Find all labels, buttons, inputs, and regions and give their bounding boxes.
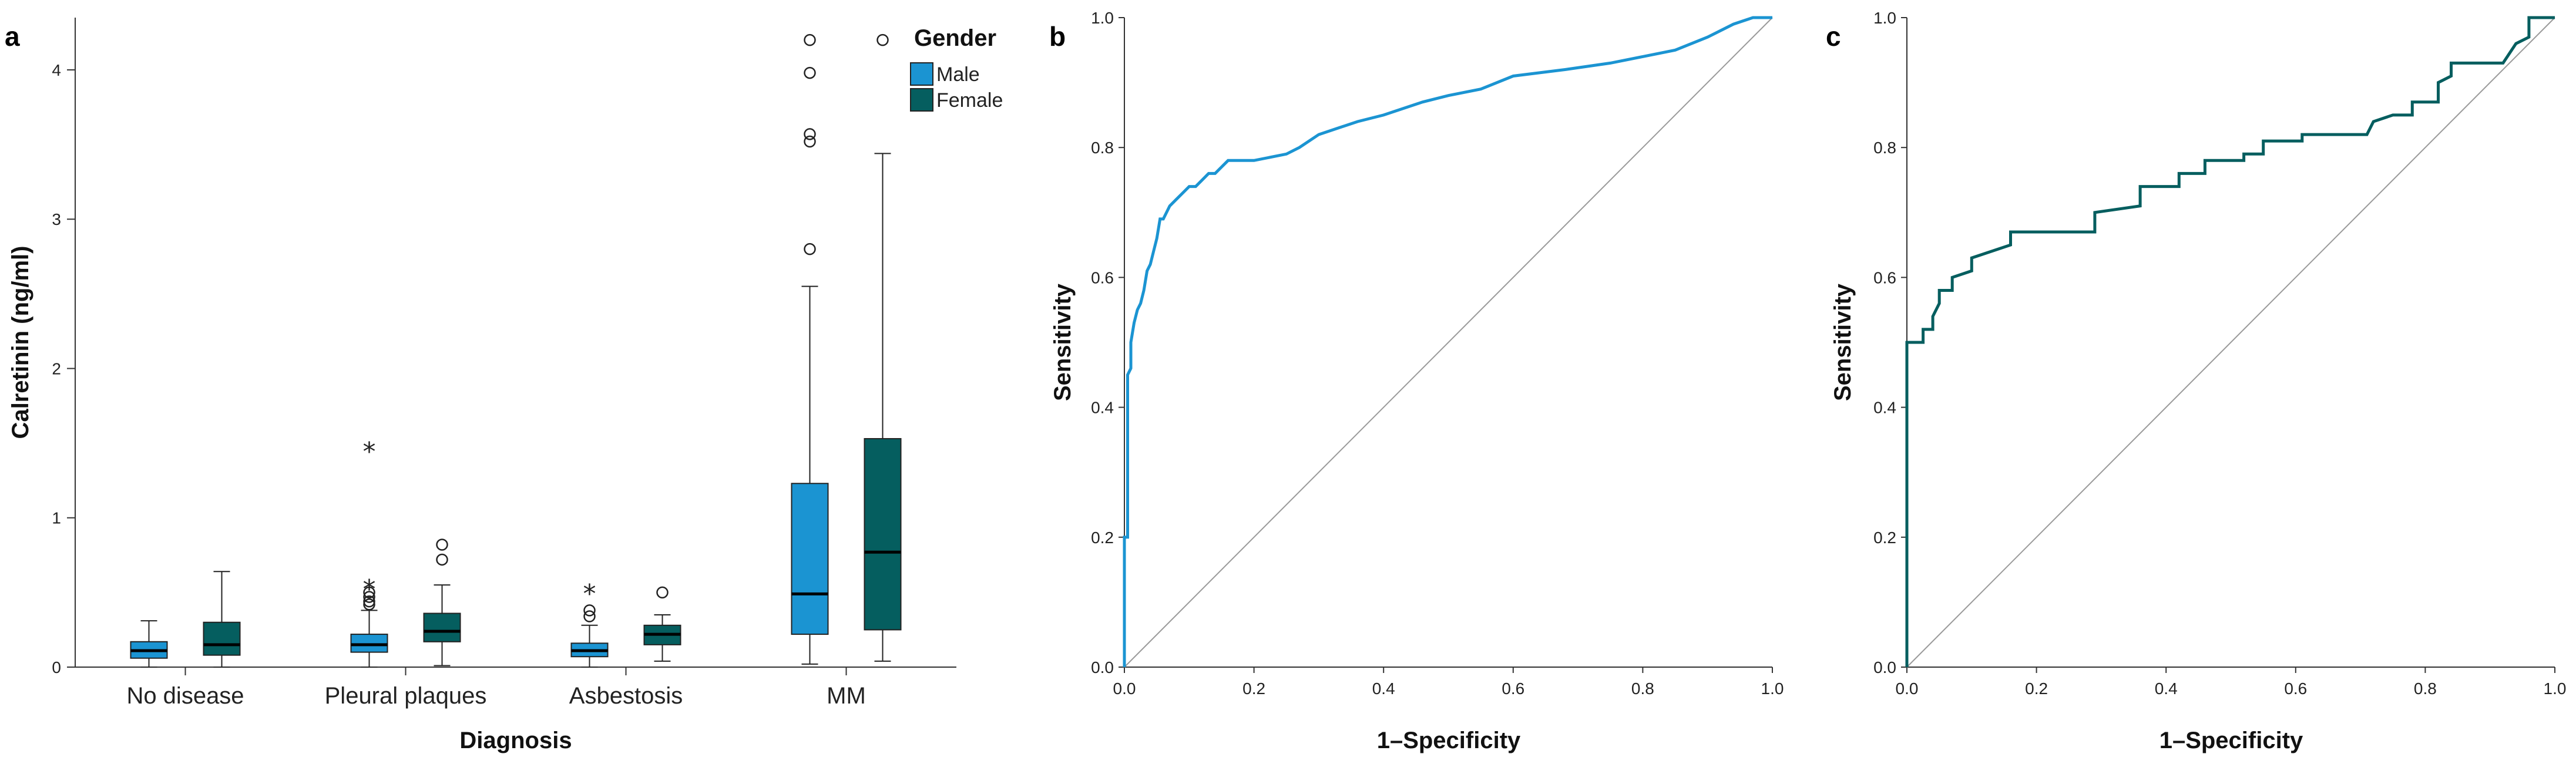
extreme-point: * [583, 579, 596, 609]
outlier-point [583, 610, 596, 622]
outlier-point [363, 595, 375, 608]
x-tick-label: 0.0 [1896, 679, 1919, 698]
box-female-mm [864, 33, 902, 662]
y-tick-label: 0.2 [1873, 529, 1896, 547]
y-tick-label: 0.6 [1091, 268, 1114, 287]
y-tick-label: 3 [52, 210, 61, 228]
y-tick-label: 2 [52, 359, 61, 378]
panel-b-letter: b [1049, 21, 1066, 52]
outlier-point [876, 33, 889, 46]
box-iqr [203, 621, 241, 656]
y-tick-label: 0 [52, 658, 61, 677]
outlier-point [583, 604, 596, 617]
category-label: Asbestosis [569, 683, 683, 709]
reference-diagonal [1124, 17, 1773, 668]
y-tick-label: 0.2 [1091, 529, 1114, 547]
y-tick-label: 0.8 [1091, 139, 1114, 157]
roc-curve [1123, 16, 1772, 667]
outlier-point [363, 591, 375, 603]
category-label: Pleural plaques [325, 683, 487, 709]
x-tick-label: 0.6 [1502, 679, 1524, 698]
x-tick-label: 1.0 [1761, 679, 1784, 698]
x-tick-label: 0.4 [1372, 679, 1395, 698]
outlier-point [363, 586, 375, 599]
roc-curve [1905, 16, 2555, 667]
panel-a-letter: a [5, 21, 20, 52]
outlier-point [436, 553, 448, 566]
x-tick-label: 0.6 [2284, 679, 2307, 698]
y-tick-label: 0.0 [1091, 658, 1114, 677]
panel-b: 0.0 0.2 0.4 0.6 0.8 1.0 0.0 0.2 0.4 0.6 0.8 1.0 1–S… [1050, 9, 1784, 753]
outlier-point [804, 243, 816, 255]
outlier-point [436, 538, 448, 551]
box-male-mm [791, 33, 829, 665]
box-iqr [864, 437, 902, 631]
y-tick-label: 0.0 [1873, 658, 1896, 677]
x-tick-label: 0.0 [1113, 679, 1136, 698]
outlier-point [804, 33, 816, 46]
panel-a: 0 1 2 3 4 No disease Pleural plaques Asbestosi… [8, 18, 1003, 753]
panel-c-letter: c [1826, 21, 1841, 52]
x-axis-label: Diagnosis [459, 728, 572, 753]
y-tick-label: 0.4 [1091, 399, 1114, 417]
outlier-point [804, 66, 816, 79]
y-tick-label: 0.4 [1873, 399, 1896, 417]
x-tick-label: 1.0 [2544, 679, 2567, 698]
x-tick-label: 0.4 [2155, 679, 2178, 698]
outlier-point [804, 135, 816, 148]
y-tick-label: 0.8 [1873, 139, 1896, 157]
box-iqr [350, 634, 388, 653]
box-iqr [791, 483, 829, 635]
y-axis-label: Sensitivity [1830, 283, 1856, 401]
legend-label-male: Male [936, 63, 980, 86]
box-female-asbestosis [643, 586, 681, 662]
box-female-pleural-plaques [423, 538, 461, 667]
box-male-asbestosis: * [570, 579, 609, 668]
y-tick-label: 1 [52, 509, 61, 527]
y-axis-label: Calretinin (ng/ml) [8, 246, 33, 439]
y-tick-label: 0.6 [1873, 268, 1896, 287]
x-tick-label: 0.8 [1631, 679, 1654, 698]
x-tick-label: 0.8 [2414, 679, 2437, 698]
legend-title: Gender [914, 25, 996, 51]
legend-swatch-male [910, 62, 933, 86]
extreme-point: * [363, 437, 376, 467]
box-female-no-disease [203, 571, 241, 668]
y-tick-label: 1.0 [1091, 9, 1114, 27]
y-tick-label: 1.0 [1873, 9, 1896, 27]
box-male-no-disease [130, 620, 168, 668]
x-axis-label: 1–Specificity [1377, 728, 1521, 753]
x-tick-label: 0.2 [1242, 679, 1265, 698]
outlier-point [656, 586, 669, 599]
y-tick-label: 4 [52, 61, 61, 79]
legend-swatch-female [910, 88, 933, 112]
category-label: MM [827, 683, 866, 709]
x-axis-label: 1–Specificity [2159, 728, 2303, 753]
category-label: No disease [126, 683, 244, 709]
x-tick-label: 0.2 [2025, 679, 2048, 698]
extreme-point: * [363, 574, 376, 604]
box-male-pleural-plaques: ** [350, 437, 388, 668]
box-iqr [423, 612, 461, 642]
legend-label-female: Female [936, 89, 1003, 112]
panel-c: 0.0 0.2 0.4 0.6 0.8 1.0 0.0 0.2 0.4 0.6 0.8 1.0 1–S… [1830, 9, 2566, 753]
legend: Gender Male Female [910, 25, 1003, 112]
outlier-point [363, 598, 375, 611]
outlier-point [804, 128, 816, 140]
reference-diagonal [1906, 17, 2555, 668]
y-axis-label: Sensitivity [1050, 283, 1076, 401]
